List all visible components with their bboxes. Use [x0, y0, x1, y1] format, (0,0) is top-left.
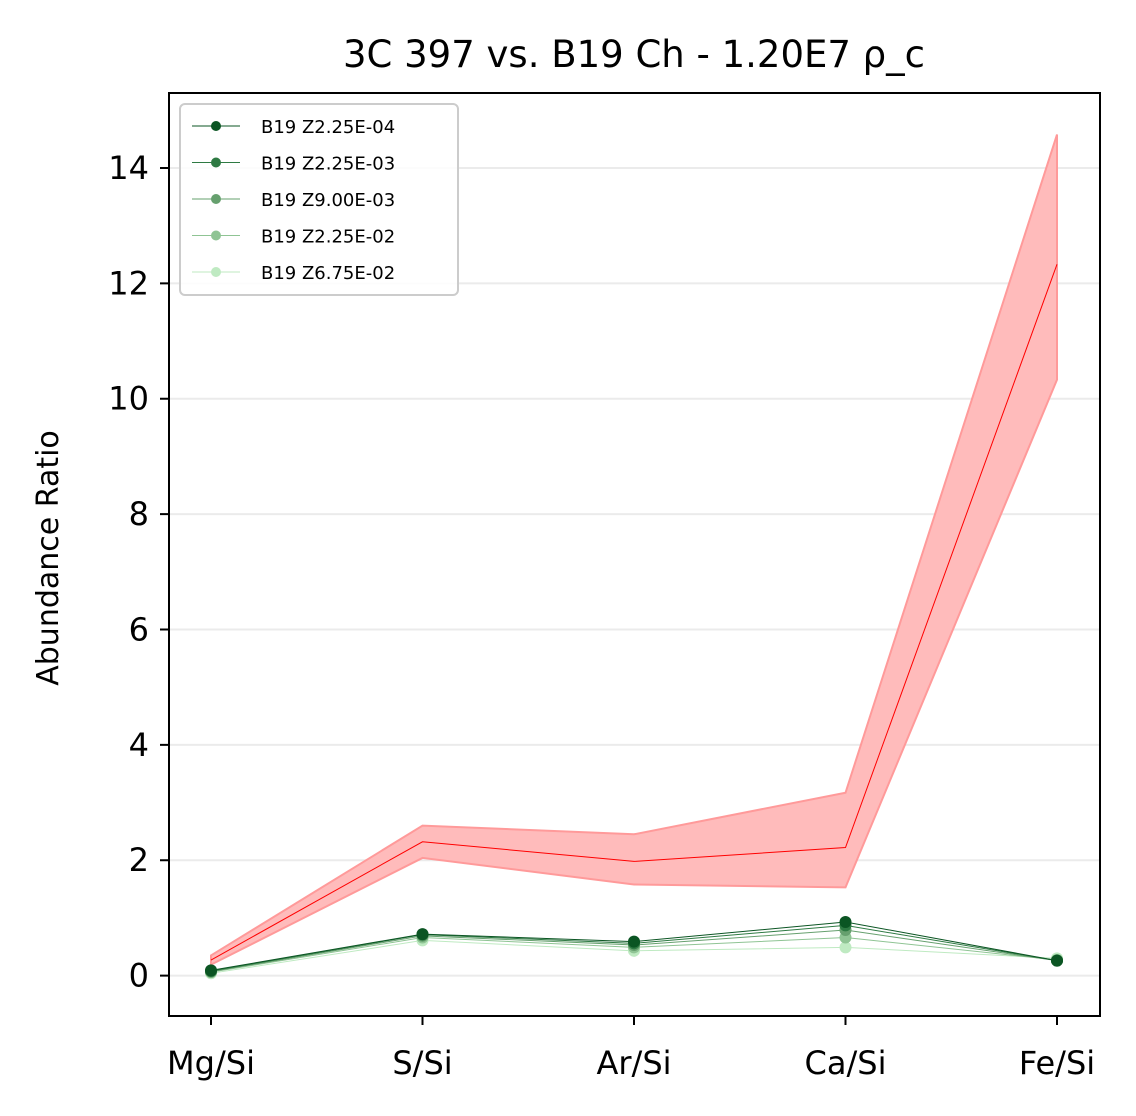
legend: B19 Z2.25E-04 B19 Z2.25E-03 B19 Z9.00E-03 B…	[179, 103, 459, 296]
series-layer	[205, 915, 1063, 980]
legend-swatch-marker	[211, 230, 221, 241]
x-tick-label: Mg/Si	[167, 1044, 255, 1082]
legend-label: B19 Z2.25E-02	[261, 227, 395, 248]
y-tick-label: 10	[108, 380, 149, 418]
y-tick-label: 12	[108, 264, 149, 302]
y-tick-label: 2	[129, 841, 149, 879]
legend-label: B19 Z2.25E-03	[261, 154, 395, 175]
data-point	[205, 964, 217, 977]
axis-ticks: 0 2 4 6 8 10 12 14 Mg/Si S/Si Ar/Si Ca/Si Fe/Si	[108, 149, 1095, 1082]
x-tick-label: Fe/Si	[1019, 1044, 1095, 1082]
legend-swatch-marker	[211, 267, 221, 277]
y-tick-label: 4	[129, 726, 149, 764]
data-point	[416, 928, 429, 941]
y-tick-label: 14	[108, 149, 149, 187]
data-point	[1051, 954, 1063, 967]
legend-label: B19 Z9.00E-03	[261, 190, 395, 211]
data-point	[839, 915, 852, 928]
legend-swatch-marker	[211, 157, 221, 168]
observed-line	[210, 264, 1058, 961]
legend-label: B19 Z6.75E-02	[261, 263, 395, 284]
y-tick-label: 6	[129, 610, 149, 648]
plot-area-frame	[168, 92, 1101, 1017]
legend-swatch-marker	[211, 121, 221, 131]
observed-band-layer	[210, 134, 1058, 967]
x-tick-label: Ar/Si	[596, 1044, 671, 1082]
x-tick-label: S/Si	[392, 1044, 452, 1082]
y-tick-label: 8	[129, 495, 149, 533]
y-axis-label: Abundance Ratio	[31, 430, 66, 686]
legend-label: B19 Z2.25E-04	[261, 117, 395, 138]
x-tick-label: Ca/Si	[805, 1044, 887, 1082]
legend-box	[179, 103, 459, 296]
observed-error-band	[210, 134, 1058, 967]
legend-swatch-marker	[211, 194, 221, 204]
chart-title: 3C 397 vs. B19 Ch - 1.20E7 ρ_c	[343, 33, 925, 76]
y-tick-label: 0	[129, 957, 149, 995]
data-point	[628, 935, 640, 948]
data-point	[839, 941, 852, 954]
